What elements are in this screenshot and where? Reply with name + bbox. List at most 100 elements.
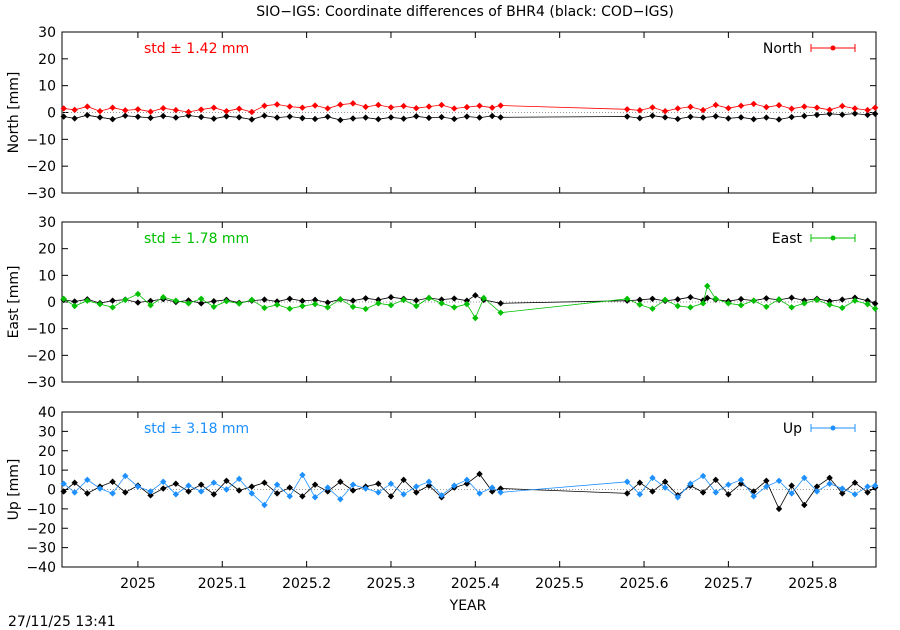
data-point (261, 112, 268, 119)
data-point (273, 301, 281, 308)
y-tick-label: −10 (26, 132, 56, 148)
data-point (775, 296, 783, 303)
data-point (699, 489, 707, 496)
data-point (109, 490, 116, 497)
data-point (248, 116, 255, 123)
legend-marker (830, 45, 836, 51)
data-point (851, 491, 859, 498)
data-point (197, 488, 205, 495)
data-point (674, 302, 681, 310)
data-point (60, 295, 67, 302)
data-point (476, 490, 483, 497)
y-tick-label: 0 (47, 295, 56, 311)
data-point (60, 480, 67, 487)
data-point (636, 491, 644, 498)
data-point (763, 114, 770, 121)
x-tick-label: 2025.2 (282, 576, 331, 592)
data-point (71, 115, 78, 122)
data-point (248, 296, 255, 304)
data-point (349, 100, 357, 107)
data-point (725, 300, 732, 307)
data-point (147, 492, 154, 499)
y-tick-label: −30 (26, 541, 56, 557)
data-point (750, 297, 757, 304)
y-tick-label: 30 (38, 215, 56, 231)
data-point (839, 102, 846, 110)
data-point (273, 101, 281, 108)
data-point (737, 476, 745, 484)
data-point (286, 295, 293, 302)
data-point (839, 304, 846, 312)
data-point (750, 100, 757, 108)
data-point (349, 115, 357, 122)
data-point (636, 107, 644, 114)
data-point (425, 478, 433, 485)
data-point (349, 297, 357, 304)
data-point (311, 115, 319, 123)
y-tick-label: 20 (38, 444, 56, 460)
data-point (324, 299, 331, 306)
data-point (147, 488, 154, 495)
data-point (488, 484, 496, 491)
data-point (299, 493, 306, 500)
data-point (725, 481, 732, 488)
data-point (826, 110, 833, 118)
data-point (375, 300, 382, 307)
data-point (349, 303, 357, 310)
data-point (839, 490, 846, 497)
data-point (160, 478, 167, 485)
data-point (839, 111, 846, 118)
y-tick-label: 0 (47, 483, 56, 499)
data-point (324, 484, 331, 491)
data-point (497, 485, 504, 492)
data-point (223, 113, 230, 120)
data-point (497, 489, 504, 496)
y-tick-label: 10 (38, 268, 56, 284)
data-point (235, 475, 243, 483)
data-point (839, 485, 846, 492)
y-tick-label: −30 (26, 186, 56, 202)
data-point (413, 483, 420, 490)
data-point (813, 104, 821, 111)
data-point (134, 113, 142, 120)
data-point (763, 483, 770, 490)
data-point (801, 112, 808, 120)
data-point (451, 304, 458, 311)
data-point (147, 114, 154, 122)
y-axis-label: North [mm] (6, 72, 22, 154)
data-point (480, 294, 487, 302)
data-point (712, 295, 719, 302)
data-point (60, 105, 67, 112)
data-point (375, 296, 382, 304)
data-point (801, 300, 808, 307)
data-point (788, 105, 795, 112)
data-point (497, 102, 504, 109)
data-point (763, 295, 770, 302)
data-point (463, 113, 471, 120)
data-point (261, 296, 268, 303)
data-point (223, 486, 230, 493)
data-point (737, 102, 745, 109)
data-point (704, 294, 711, 302)
series-sio-igs (60, 282, 879, 322)
y-tick-label: 40 (38, 405, 56, 421)
data-point (425, 114, 433, 122)
data-point (210, 479, 218, 486)
series-sio-igs (60, 471, 879, 509)
data-point (122, 296, 129, 304)
data-point (387, 114, 395, 121)
std-text: std ± 1.78 mm (144, 231, 249, 247)
y-tick-label: 0 (47, 106, 56, 122)
data-point (788, 294, 795, 301)
data-point (172, 297, 180, 304)
data-point (623, 113, 631, 120)
data-point (96, 107, 104, 115)
data-point (623, 295, 631, 302)
y-tick-label: −40 (26, 560, 56, 576)
data-point (84, 490, 91, 497)
data-point (122, 107, 129, 114)
y-tick-label: −10 (26, 502, 56, 518)
y-tick-label: 30 (38, 25, 56, 41)
x-tick-label: 2025.7 (704, 576, 753, 592)
data-point (864, 300, 871, 308)
